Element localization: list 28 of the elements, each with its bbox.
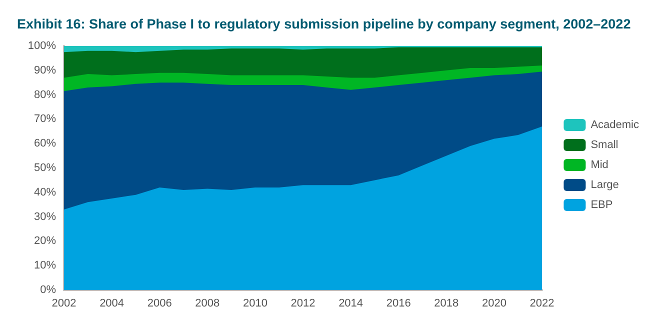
legend-label: EBP [590, 199, 613, 211]
x-tick-label: 2012 [290, 298, 316, 310]
y-tick-label: 30% [34, 210, 56, 223]
y-tick-label: 50% [34, 162, 56, 174]
y-tick-label: 80% [34, 88, 56, 101]
y-tick-label: 90% [34, 64, 56, 76]
x-tick-label: 2010 [242, 298, 268, 310]
x-tick-label: 2018 [434, 298, 459, 310]
y-tick-label: 0% [40, 284, 56, 296]
legend-label: Academic [590, 119, 640, 131]
legend-label: Small [590, 139, 618, 151]
y-tick-label: 40% [34, 186, 56, 198]
chart-title: Exhibit 16: Share of Phase I to regulatory submission pipeline by company segment, 2002–2022 [17, 16, 631, 32]
x-tick-label: 2008 [195, 298, 220, 310]
y-tick-label: 20% [34, 235, 56, 248]
x-tick-label: 2006 [147, 298, 172, 310]
legend-label: Large [590, 179, 619, 191]
x-tick-label: 2022 [530, 298, 554, 310]
x-tick-label: 2004 [100, 298, 124, 310]
y-tick-label: 70% [34, 113, 56, 126]
x-tick-label: 2016 [386, 298, 411, 310]
y-tick-label: 60% [34, 138, 56, 150]
x-tick-label: 2014 [338, 298, 364, 310]
x-tick-label: 2002 [52, 298, 76, 310]
y-tick-label: 100% [28, 40, 56, 52]
x-tick-label: 2020 [482, 298, 506, 310]
y-tick-label: 10% [34, 260, 56, 272]
legend-label: Mid [590, 159, 608, 171]
